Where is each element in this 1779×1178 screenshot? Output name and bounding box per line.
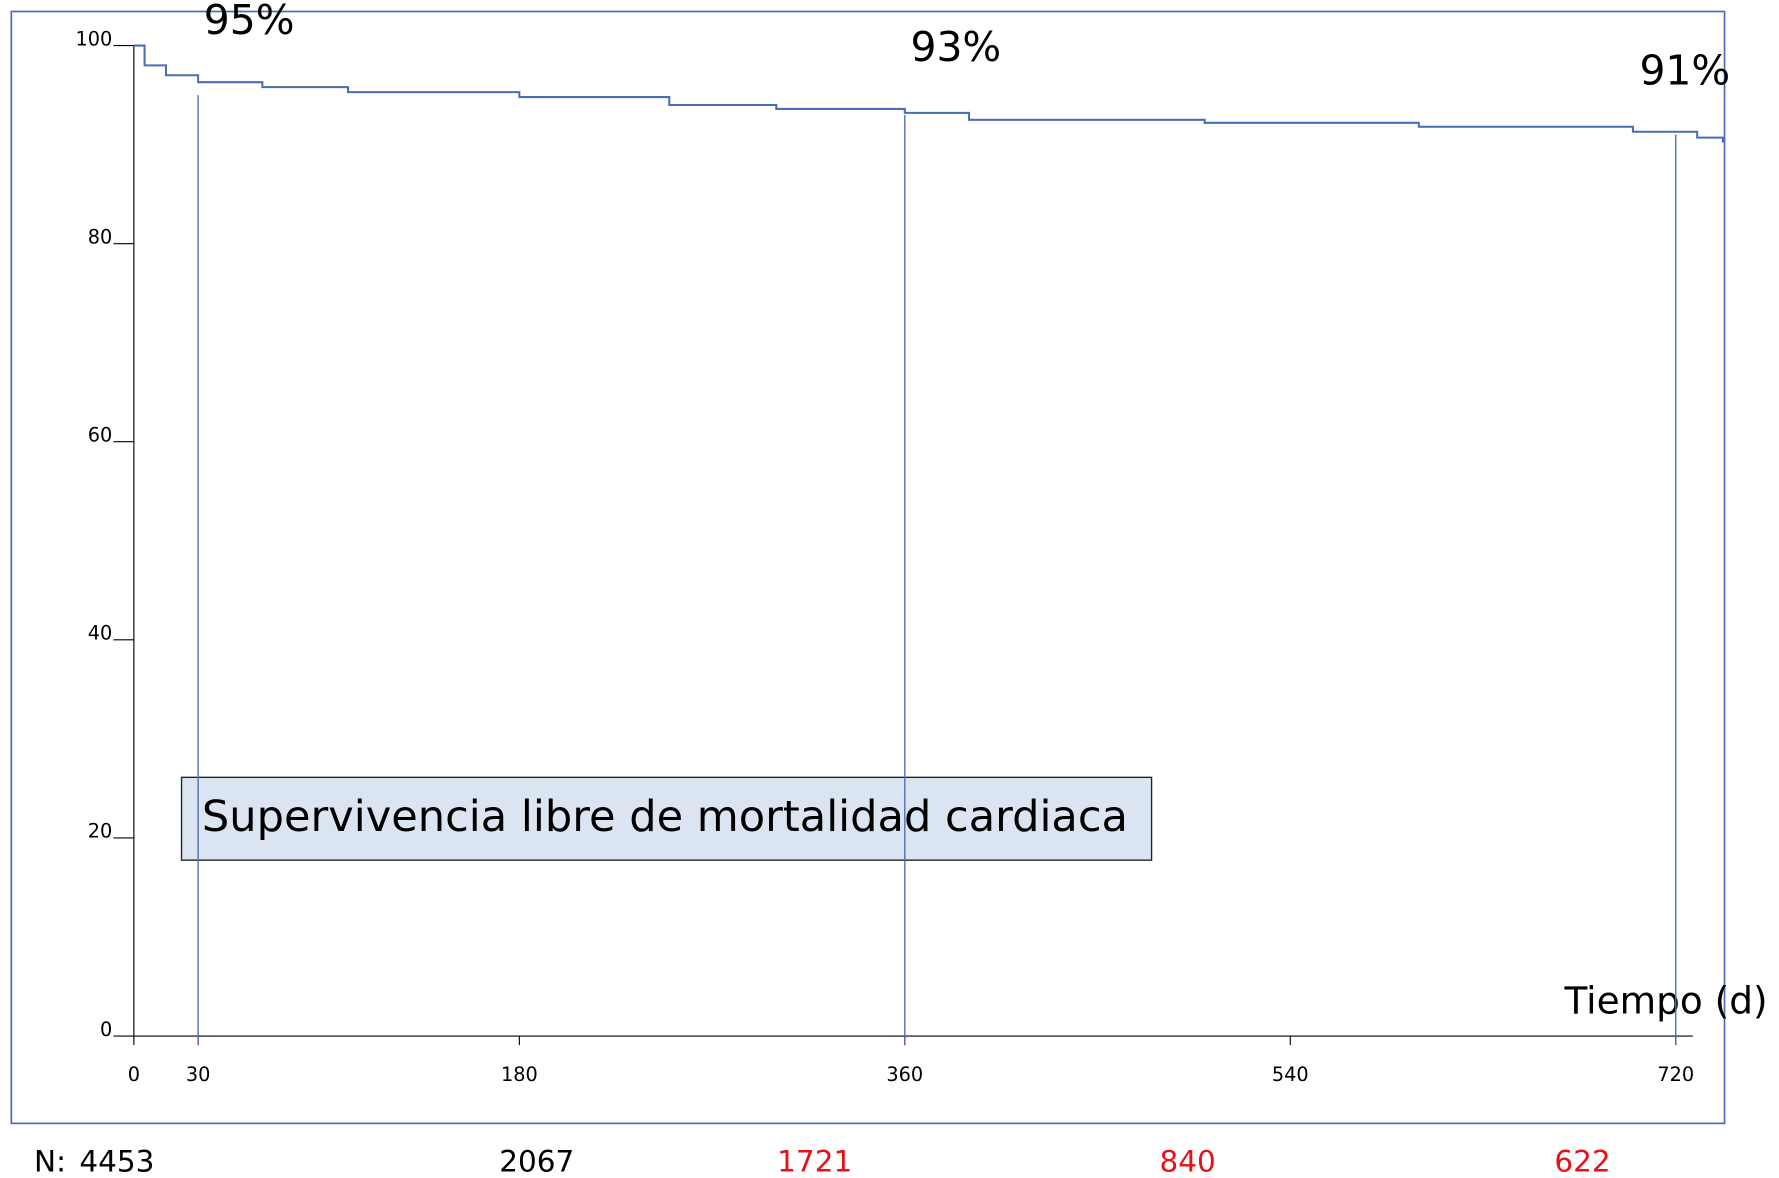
at-risk-label: N: — [34, 1145, 66, 1178]
survival-curve — [133, 44, 1724, 143]
at-risk-value: 2067 — [499, 1145, 574, 1178]
at-risk-value: 4453 — [79, 1145, 154, 1178]
at-risk-value: 840 — [1160, 1145, 1216, 1178]
x-tick-label: 360 — [886, 1063, 923, 1086]
x-axis-label: Tiempo (d) — [1563, 979, 1767, 1023]
x-tick-label: 180 — [501, 1063, 538, 1086]
at-risk-value: 622 — [1554, 1145, 1610, 1178]
x-tick-label: 720 — [1657, 1063, 1694, 1086]
y-tick-label: 60 — [88, 424, 113, 447]
y-tick-label: 0 — [100, 1018, 112, 1041]
annotation-bg — [180, 776, 1153, 861]
x-tick-label: 30 — [186, 1063, 211, 1086]
y-tick-label: 40 — [88, 622, 113, 645]
y-tick-label: 20 — [88, 820, 113, 843]
marker-label: 91% — [1639, 46, 1730, 94]
plot-frame — [10, 10, 1726, 1125]
marker-label: 95% — [204, 0, 295, 44]
at-risk-value: 1721 — [777, 1145, 852, 1178]
marker-label: 93% — [910, 23, 1001, 71]
x-tick-label: 0 — [128, 1063, 140, 1086]
y-tick-label: 100 — [76, 27, 113, 50]
x-tick-label: 540 — [1272, 1063, 1309, 1086]
y-tick-label: 80 — [88, 225, 113, 248]
annotation: Supervivencia libre de mortalidad cardia… — [202, 792, 1128, 842]
annotation-box: Supervivencia libre de mortalidad cardia… — [180, 776, 1153, 861]
